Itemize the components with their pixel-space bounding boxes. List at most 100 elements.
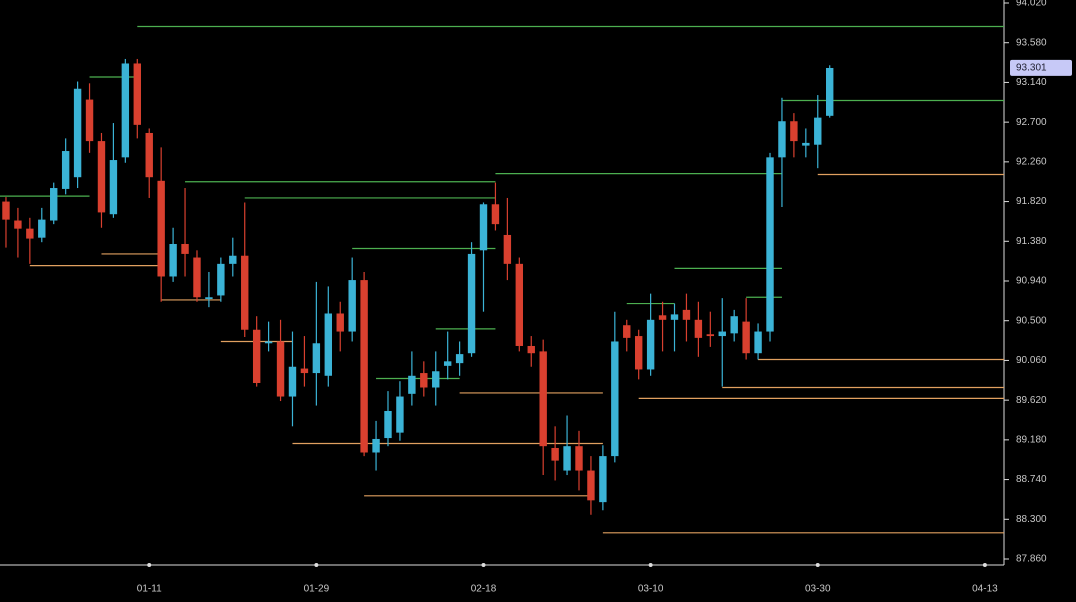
candle-body [623,325,631,338]
candle-body [611,341,619,457]
candle-body [229,255,237,264]
candle-body [455,354,464,364]
candle-body [539,351,547,447]
candle-body [288,366,297,397]
y-tick-label: 91.820 [1016,196,1047,207]
candle-body [420,373,428,388]
candle-body [646,319,655,370]
y-tick-label: 89.620 [1016,395,1047,406]
candle-body [778,121,786,158]
candle-body [658,315,667,320]
candle-body [336,313,344,332]
candle-body [443,361,452,366]
candle-body [26,228,34,239]
candle-body [193,257,201,298]
candle-body [97,141,106,213]
candle-body [766,157,774,332]
x-tick-label: 04-13 [972,584,998,595]
candle-body [408,375,416,394]
y-tick-label: 92.700 [1016,117,1047,128]
candle-body [742,321,750,354]
candle-body [491,204,500,225]
x-tick-label: 01-29 [304,584,330,595]
candle-body [587,470,595,501]
y-tick-label: 90.500 [1016,315,1047,326]
candle-body [205,297,213,300]
last-price-badge [1010,59,1072,76]
candle-body [599,456,607,503]
y-tick-label: 94.020 [1016,0,1047,9]
candle-body [372,438,380,453]
candle-body [61,151,70,189]
candle-body [217,263,225,296]
candle-body [121,63,130,158]
candle-body [563,446,571,471]
x-tick-label: 01-11 [137,584,162,595]
candle-body [264,341,273,344]
candle-body [694,319,703,338]
candle-body [157,180,165,277]
y-tick-label: 93.580 [1016,37,1047,48]
candle-body [252,329,261,383]
y-tick-label: 93.140 [1016,77,1047,88]
y-tick-label: 88.300 [1016,514,1047,525]
y-tick-label: 89.180 [1016,434,1047,445]
y-tick-label: 92.260 [1016,156,1047,167]
candle-body [682,309,691,320]
y-tick-label: 90.060 [1016,355,1047,366]
candle-body [241,255,249,330]
x-tick [815,563,820,567]
candle-body [145,132,153,178]
x-tick [481,563,486,567]
candle-body [276,341,285,397]
candle-body [730,316,738,334]
candle-body [324,313,333,376]
candle-body [14,220,22,229]
candle-body [814,117,822,145]
candle-body [503,234,512,264]
y-tick-label: 91.380 [1016,236,1047,247]
candle-body [360,280,368,453]
candle-body [169,243,177,277]
y-tick-label: 87.860 [1016,554,1047,565]
last-price-label: 93.301 [1016,63,1047,74]
candle-body [133,63,141,125]
candle-body [515,263,524,346]
candle-body [432,371,440,388]
x-tick-label: 03-10 [638,584,664,595]
candle-body [706,334,715,337]
candle-body [300,368,309,374]
candle-body [575,446,583,471]
candle-body [527,345,535,354]
y-tick-label: 90.940 [1016,276,1047,287]
candle-body [348,280,356,332]
candle-body [109,160,118,215]
x-tick-label: 02-18 [471,584,497,595]
y-tick-label: 88.740 [1016,474,1047,485]
x-tick [147,563,152,567]
candle-body [551,447,559,461]
candle-body [396,396,404,433]
candle-body [634,336,643,370]
candle-body [50,188,58,221]
candle-body [826,67,834,116]
x-tick [314,563,319,567]
candle-body [38,219,46,238]
x-tick-label: 03-30 [805,584,831,595]
candle-body [802,142,810,146]
x-tick [648,563,653,567]
candle-body [670,314,679,320]
candle-body [312,343,321,374]
candle-body [718,331,726,337]
x-tick [982,563,987,567]
candle-body [85,99,94,142]
candle-body [73,88,82,178]
candle-body [2,201,10,220]
candle-body [754,331,762,354]
candle-body [790,121,798,142]
candle-body [384,410,392,439]
candle-body [467,253,476,354]
candle-body [181,243,189,254]
candle-body [479,204,488,251]
